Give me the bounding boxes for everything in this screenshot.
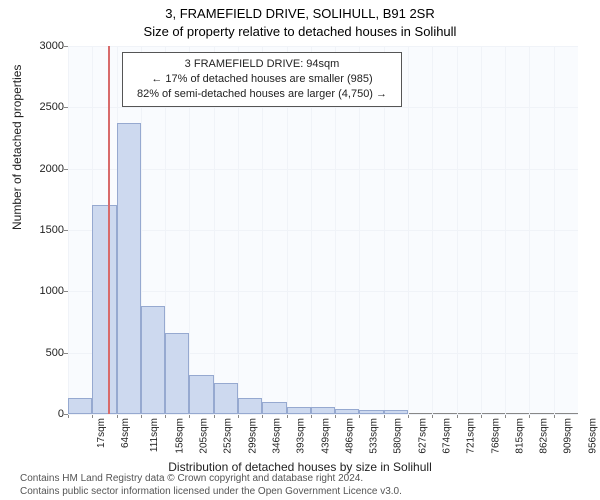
- x-tick-label: 909sqm: [563, 418, 574, 454]
- histogram-bar: [287, 407, 311, 414]
- histogram-bar: [92, 205, 116, 414]
- histogram-bar: [359, 410, 383, 414]
- x-axis-label: Distribution of detached houses by size …: [0, 460, 600, 474]
- histogram-bar: [214, 383, 238, 414]
- y-tickmark: [64, 169, 68, 170]
- histogram-bar: [384, 410, 408, 414]
- y-tickmark: [64, 230, 68, 231]
- x-tick-label: 956sqm: [587, 418, 598, 454]
- y-tick-label: 2000: [40, 163, 64, 175]
- x-tick-label: 815sqm: [514, 418, 525, 454]
- x-tick-label: 393sqm: [296, 418, 307, 454]
- y-tickmark: [64, 414, 68, 415]
- histogram-bar: [165, 333, 189, 414]
- y-tickmark: [64, 291, 68, 292]
- x-tick-label: 627sqm: [417, 418, 428, 454]
- y-tick-label: 2500: [40, 101, 64, 113]
- y-tick-label: 3000: [40, 40, 64, 52]
- reference-marker-line: [108, 46, 110, 414]
- x-tick-label: 299sqm: [247, 418, 258, 454]
- y-tickmark: [64, 107, 68, 108]
- histogram-bar: [311, 407, 335, 414]
- gridline-h: [68, 169, 578, 170]
- x-tick-label: 721sqm: [466, 418, 477, 454]
- x-tick-label: 768sqm: [490, 418, 501, 454]
- x-tick-label: 862sqm: [539, 418, 550, 454]
- footer-line1: Contains HM Land Registry data © Crown c…: [20, 473, 580, 486]
- y-tick-label: 500: [46, 347, 64, 359]
- annotation-line2: ← 17% of detached houses are smaller (98…: [131, 72, 393, 87]
- chart-title-line2: Size of property relative to detached ho…: [0, 24, 600, 39]
- y-tick-label: 1500: [40, 224, 64, 236]
- footer-attribution: Contains HM Land Registry data © Crown c…: [20, 473, 580, 498]
- x-tick-label: 346sqm: [272, 418, 283, 454]
- histogram-bar: [335, 409, 359, 414]
- histogram-bar: [117, 123, 141, 414]
- gridline-h: [68, 46, 578, 47]
- gridline-h: [68, 230, 578, 231]
- x-tick-label: 111sqm: [149, 418, 160, 452]
- gridline-h: [68, 107, 578, 108]
- histogram-bar: [262, 402, 286, 414]
- x-tick-label: 252sqm: [223, 418, 234, 454]
- x-tick-label: 439sqm: [320, 418, 331, 454]
- gridline-h: [68, 291, 578, 292]
- annotation-line3: 82% of semi-detached houses are larger (…: [131, 87, 393, 102]
- x-tick-label: 158sqm: [174, 418, 185, 454]
- histogram-bar: [68, 398, 92, 414]
- gridline-h: [68, 414, 578, 415]
- annotation-box: 3 FRAMEFIELD DRIVE: 94sqm← 17% of detach…: [122, 52, 402, 107]
- footer-line2: Contains public sector information licen…: [20, 486, 580, 499]
- y-tick-label: 0: [58, 408, 64, 420]
- y-axis-label: Number of detached properties: [10, 65, 24, 230]
- plot-area: 3 FRAMEFIELD DRIVE: 94sqm← 17% of detach…: [68, 46, 578, 414]
- x-tick-label: 674sqm: [442, 418, 453, 454]
- x-tick-label: 205sqm: [199, 418, 210, 454]
- x-tick-label: 533sqm: [369, 418, 380, 454]
- y-tickmark: [64, 46, 68, 47]
- histogram-bar: [238, 398, 262, 414]
- y-tick-label: 1000: [40, 285, 64, 297]
- y-tickmark: [64, 353, 68, 354]
- x-tick-label: 486sqm: [344, 418, 355, 454]
- x-tick-label: 17sqm: [96, 418, 107, 448]
- x-tick-label: 64sqm: [120, 418, 131, 448]
- chart-title-line1: 3, FRAMEFIELD DRIVE, SOLIHULL, B91 2SR: [0, 6, 600, 21]
- x-tick-label: 580sqm: [393, 418, 404, 454]
- histogram-bar: [141, 306, 165, 414]
- annotation-line1: 3 FRAMEFIELD DRIVE: 94sqm: [131, 57, 393, 72]
- histogram-bar: [189, 375, 213, 414]
